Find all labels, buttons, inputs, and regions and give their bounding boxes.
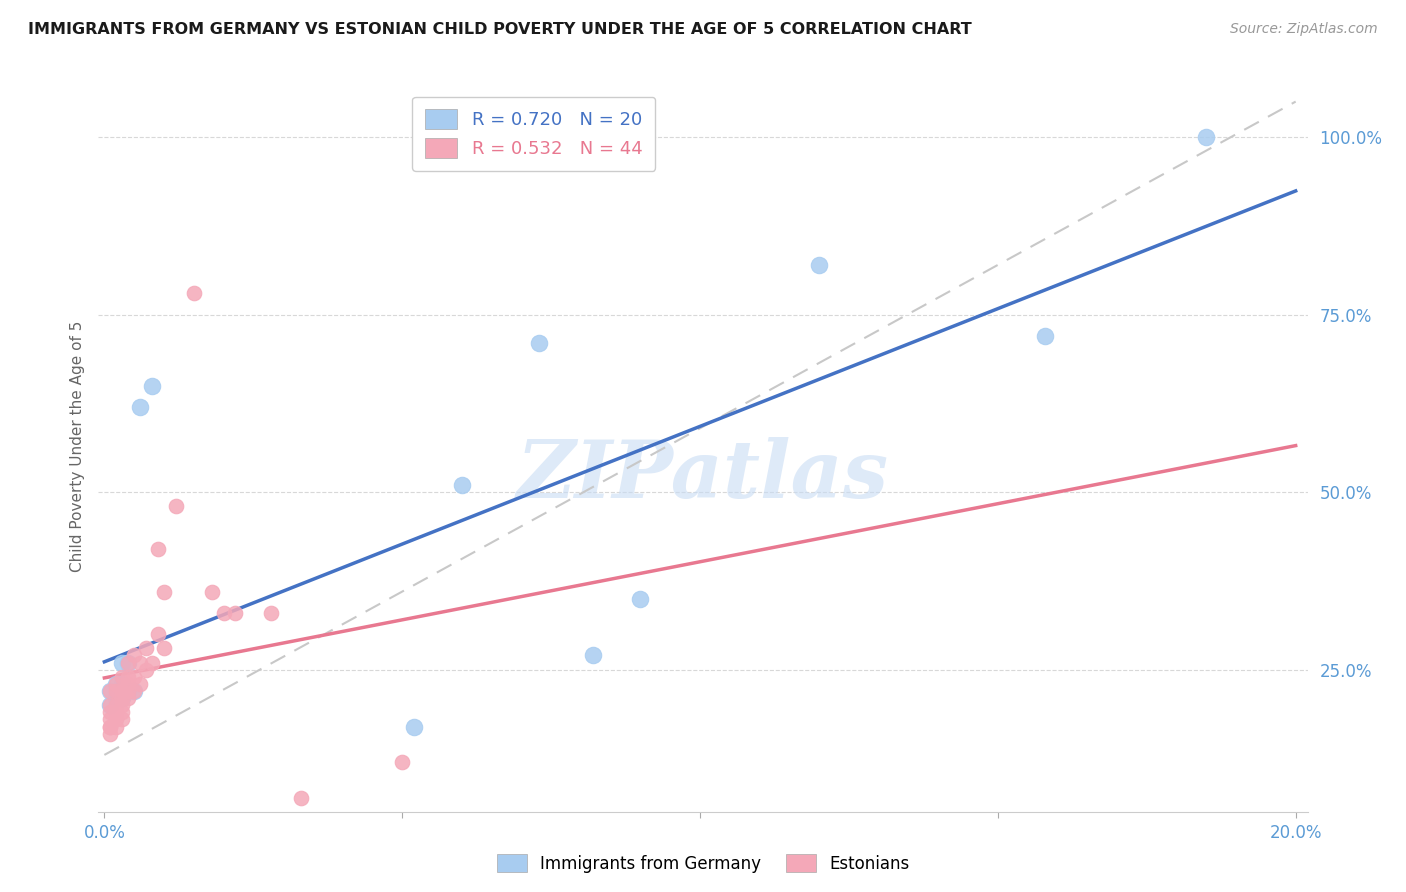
Point: [111, 677, 134, 691]
Point: [98, 726, 121, 740]
Point: [135, 663, 157, 677]
Point: [224, 606, 246, 620]
Point: [111, 670, 134, 684]
Text: ZIPatlas: ZIPatlas: [517, 436, 889, 514]
Point: [98, 719, 121, 733]
Point: [105, 691, 128, 706]
Point: [122, 670, 145, 684]
Point: [105, 713, 128, 727]
Point: [111, 691, 134, 706]
Point: [630, 591, 652, 606]
Point: [450, 478, 472, 492]
Point: [122, 684, 145, 698]
Point: [122, 684, 145, 698]
Point: [212, 606, 235, 620]
Point: [129, 656, 152, 670]
Y-axis label: Child Poverty Under the Age of 5: Child Poverty Under the Age of 5: [69, 320, 84, 572]
Point: [98, 706, 121, 720]
Text: IMMIGRANTS FROM GERMANY VS ESTONIAN CHILD POVERTY UNDER THE AGE OF 5 CORRELATION: IMMIGRANTS FROM GERMANY VS ESTONIAN CHIL…: [28, 22, 972, 37]
Point: [111, 691, 134, 706]
Point: [153, 584, 176, 599]
Point: [404, 719, 426, 733]
Point: [391, 755, 413, 769]
Point: [146, 627, 169, 641]
Text: Source: ZipAtlas.com: Source: ZipAtlas.com: [1230, 22, 1378, 37]
Point: [260, 606, 283, 620]
Legend: R = 0.720   N = 20, R = 0.532   N = 44: R = 0.720 N = 20, R = 0.532 N = 44: [412, 96, 655, 170]
Point: [105, 698, 128, 713]
Point: [117, 677, 139, 691]
Point: [111, 698, 134, 713]
Point: [129, 400, 152, 414]
Point: [98, 684, 121, 698]
Point: [111, 656, 134, 670]
Point: [183, 286, 205, 301]
Point: [117, 684, 139, 698]
Legend: Immigrants from Germany, Estonians: Immigrants from Germany, Estonians: [489, 847, 917, 880]
Point: [111, 706, 134, 720]
Point: [105, 719, 128, 733]
Point: [117, 691, 139, 706]
Point: [122, 648, 145, 663]
Point: [200, 584, 222, 599]
Point: [1195, 130, 1218, 145]
Point: [117, 656, 139, 670]
Point: [98, 719, 121, 733]
Point: [527, 336, 550, 351]
Point: [146, 541, 169, 556]
Point: [129, 677, 152, 691]
Point: [165, 500, 187, 514]
Point: [105, 677, 128, 691]
Point: [1035, 329, 1057, 343]
Point: [582, 648, 605, 663]
Point: [105, 677, 128, 691]
Point: [135, 641, 157, 656]
Point: [111, 684, 134, 698]
Point: [290, 790, 312, 805]
Point: [105, 684, 128, 698]
Point: [98, 713, 121, 727]
Point: [141, 378, 163, 392]
Point: [141, 656, 163, 670]
Point: [117, 684, 139, 698]
Point: [98, 698, 121, 713]
Point: [98, 698, 121, 713]
Point: [98, 684, 121, 698]
Point: [111, 713, 134, 727]
Point: [105, 706, 128, 720]
Point: [153, 641, 176, 656]
Point: [117, 656, 139, 670]
Point: [117, 670, 139, 684]
Point: [808, 258, 831, 272]
